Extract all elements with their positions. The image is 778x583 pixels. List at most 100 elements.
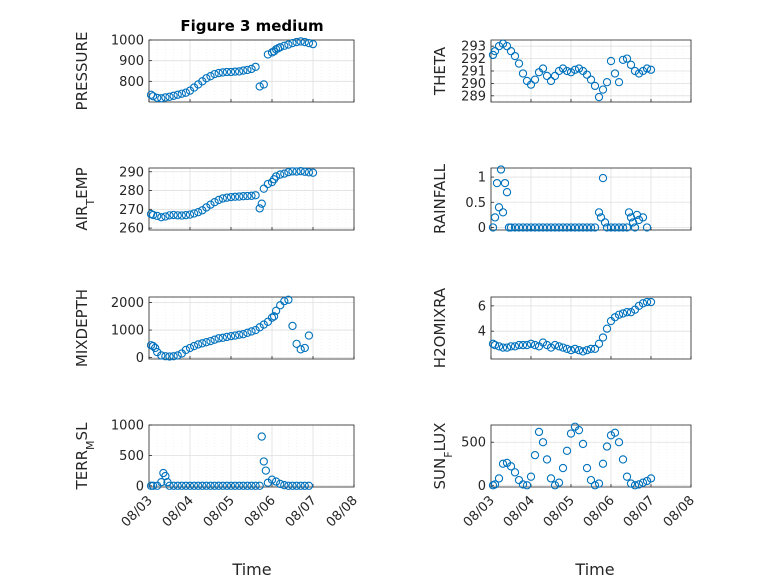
data-point xyxy=(185,343,195,353)
data-point xyxy=(169,210,178,220)
data-point xyxy=(202,481,211,490)
data-point xyxy=(222,481,232,490)
data-point xyxy=(296,167,305,176)
x-tick-label: 08/05 xyxy=(201,493,238,530)
data-point xyxy=(530,340,540,350)
data-point xyxy=(255,323,264,332)
data-point xyxy=(300,167,309,176)
data-point xyxy=(498,343,508,352)
data-point xyxy=(288,481,297,490)
data-point xyxy=(646,297,656,307)
data-point xyxy=(606,56,616,66)
data-point xyxy=(222,67,232,77)
data-point xyxy=(506,47,516,56)
x-tick-label: 08/08 xyxy=(324,493,361,530)
data-point xyxy=(271,306,281,315)
data-point xyxy=(618,455,628,464)
data-point xyxy=(610,223,620,232)
data-point xyxy=(296,37,305,46)
y-tick-label: 290 xyxy=(461,77,486,92)
data-point xyxy=(554,66,564,76)
data-point xyxy=(566,345,576,355)
data-point xyxy=(638,66,648,76)
axes-box xyxy=(148,167,355,231)
subplot-7: 0 500 1000 08/03 08/04 08/05 08/06 08/07 08/08 TE… xyxy=(73,419,361,531)
data-point xyxy=(230,192,240,201)
data-point xyxy=(247,191,256,200)
data-point xyxy=(292,167,301,176)
data-point xyxy=(600,218,610,227)
data-point xyxy=(269,312,279,321)
data-point xyxy=(300,343,309,353)
data-point xyxy=(530,223,540,232)
data-point xyxy=(610,69,620,78)
data-point xyxy=(538,438,548,447)
data-point xyxy=(181,481,191,490)
axes-box xyxy=(148,39,355,103)
data-point xyxy=(566,68,576,77)
data-point xyxy=(157,94,166,103)
data-point xyxy=(622,223,632,232)
data-point xyxy=(206,336,215,346)
data-point xyxy=(578,347,588,356)
data-point xyxy=(235,192,244,201)
data-point xyxy=(622,308,632,317)
data-point xyxy=(630,223,640,232)
data-point xyxy=(526,223,536,232)
y-tick-label: 293 xyxy=(461,40,486,55)
data-point xyxy=(542,71,552,81)
data-point xyxy=(257,199,266,208)
plot-area xyxy=(149,40,354,102)
data-point xyxy=(198,206,207,215)
data-point xyxy=(590,344,600,354)
data-point xyxy=(157,477,166,487)
data-point xyxy=(506,223,516,232)
data-point xyxy=(566,223,576,232)
data-point xyxy=(542,223,552,232)
data-point xyxy=(554,478,564,487)
data-point xyxy=(598,85,608,94)
data-point xyxy=(646,474,656,483)
data-point xyxy=(247,327,256,336)
data-point xyxy=(602,223,612,232)
data-point xyxy=(173,90,182,99)
data-point xyxy=(638,478,648,487)
x-tick-label: 08/04 xyxy=(160,493,197,530)
data-point xyxy=(300,37,309,47)
subplot-8: 0 500 08/03 08/04 08/05 08/06 08/07 08/08 SUNFLU… xyxy=(431,423,698,531)
x-tick-label: 08/07 xyxy=(283,493,320,530)
data-point xyxy=(526,339,536,348)
data-point xyxy=(538,64,548,73)
data-point xyxy=(284,40,293,49)
x-axis-label-left: Time xyxy=(231,560,271,579)
y-tick-label: 800 xyxy=(119,75,144,90)
data-point xyxy=(194,340,203,349)
data-point xyxy=(247,64,256,74)
data-point xyxy=(514,340,524,350)
data-point xyxy=(173,351,182,360)
data-point xyxy=(280,296,289,306)
data-point xyxy=(574,426,584,435)
y-axis-label: AIRTEMP xyxy=(73,167,97,230)
axes-box xyxy=(148,424,355,488)
data-point xyxy=(181,211,191,220)
data-point xyxy=(578,439,588,449)
data-point xyxy=(546,76,556,86)
data-point xyxy=(538,223,548,232)
data-point xyxy=(230,481,240,490)
data-point xyxy=(494,42,504,51)
data-point xyxy=(251,325,260,335)
subplot-4: 0 0.5 1 RAINFALL xyxy=(431,163,692,236)
y-tick-label: 0 xyxy=(478,221,486,236)
data-point xyxy=(622,472,632,481)
y-tick-label: 291 xyxy=(461,65,486,80)
data-point xyxy=(594,339,604,348)
data-point xyxy=(259,457,268,466)
data-point xyxy=(173,481,182,490)
data-point xyxy=(490,47,500,56)
data-point xyxy=(304,331,314,340)
axes-box xyxy=(490,167,692,231)
y-tick-label: 0 xyxy=(478,479,486,494)
data-point xyxy=(230,331,240,340)
